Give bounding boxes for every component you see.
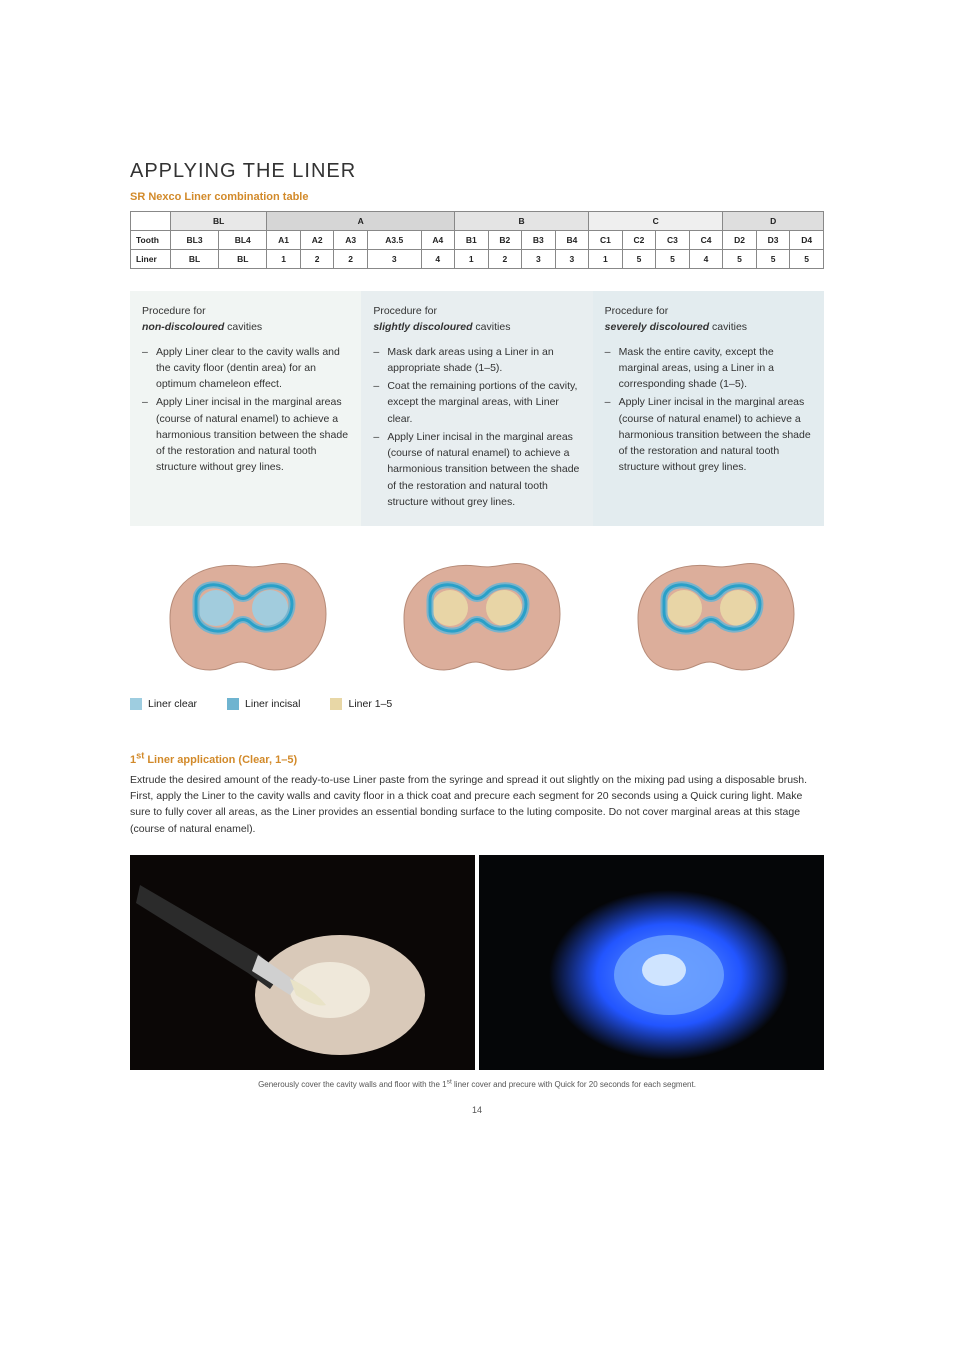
page-title: APPLYING THE LINER (130, 160, 824, 183)
list-item: Apply Liner clear to the cavity walls an… (142, 344, 349, 393)
procedure-slightly-discoloured: Procedure for slightly discoloured cavit… (361, 291, 592, 526)
photo-row (130, 855, 824, 1070)
procedure-heading: Procedure for slightly discoloured cavit… (373, 303, 580, 336)
procedure-non-discoloured: Procedure for non-discoloured cavities A… (130, 291, 361, 526)
procedure-heading: Procedure for non-discoloured cavities (142, 303, 349, 336)
list-item: Coat the remaining portions of the cavit… (373, 378, 580, 427)
legend-label: Liner clear (148, 698, 197, 710)
procedure-heading: Procedure for severely discoloured cavit… (605, 303, 812, 336)
table-subtitle: SR Nexco Liner combination table (130, 191, 824, 203)
procedures-row: Procedure for non-discoloured cavities A… (130, 291, 824, 526)
list-item: Mask dark areas using a Liner in an appr… (373, 344, 580, 377)
procedure-list: Mask the entire cavity, except the margi… (605, 344, 812, 476)
legend-label: Liner incisal (245, 698, 300, 710)
tooth-diagram-row (130, 540, 824, 690)
photo-curing-light (479, 855, 824, 1070)
list-item: Apply Liner incisal in the marginal area… (373, 429, 580, 510)
procedure-list: Apply Liner clear to the cavity walls an… (142, 344, 349, 476)
col-group: BL (171, 212, 267, 231)
legend-swatch (330, 698, 342, 710)
table-body: LinerBLBL1223412331554555 (131, 250, 824, 269)
legend-swatch (130, 698, 142, 710)
list-item: Apply Liner incisal in the marginal area… (605, 394, 812, 475)
photo-caption: Generously cover the cavity walls and fl… (130, 1078, 824, 1089)
tooth-diagram-1 (130, 540, 352, 690)
procedure-severely-discoloured: Procedure for severely discoloured cavit… (593, 291, 824, 526)
legend-swatch (227, 698, 239, 710)
procedure-list: Mask dark areas using a Liner in an appr… (373, 344, 580, 511)
legend-item: Liner clear (130, 698, 197, 710)
col-group: D (723, 212, 824, 231)
photo-liner-application (130, 855, 475, 1070)
tooth-diagram-3 (598, 540, 820, 690)
section-body: Extrude the desired amount of the ready-… (130, 772, 824, 837)
legend-label: Liner 1–5 (348, 698, 392, 710)
legend-item: Liner 1–5 (330, 698, 392, 710)
table-head: BLABCDToothBL3BL4A1A2A3A3.5A4B1B2B3B4C1C… (131, 212, 824, 250)
legend: Liner clear Liner incisal Liner 1–5 (130, 698, 824, 710)
section-heading: 1st Liner application (Clear, 1–5) (130, 750, 824, 766)
col-group: B (455, 212, 589, 231)
list-item: Apply Liner incisal in the marginal area… (142, 394, 349, 475)
page-number: 14 (130, 1105, 824, 1115)
col-group: C (589, 212, 723, 231)
liner-combination-table: BLABCDToothBL3BL4A1A2A3A3.5A4B1B2B3B4C1C… (130, 211, 824, 269)
legend-item: Liner incisal (227, 698, 300, 710)
col-group: A (267, 212, 455, 231)
list-item: Mask the entire cavity, except the margi… (605, 344, 812, 393)
tooth-diagram-2 (364, 540, 586, 690)
